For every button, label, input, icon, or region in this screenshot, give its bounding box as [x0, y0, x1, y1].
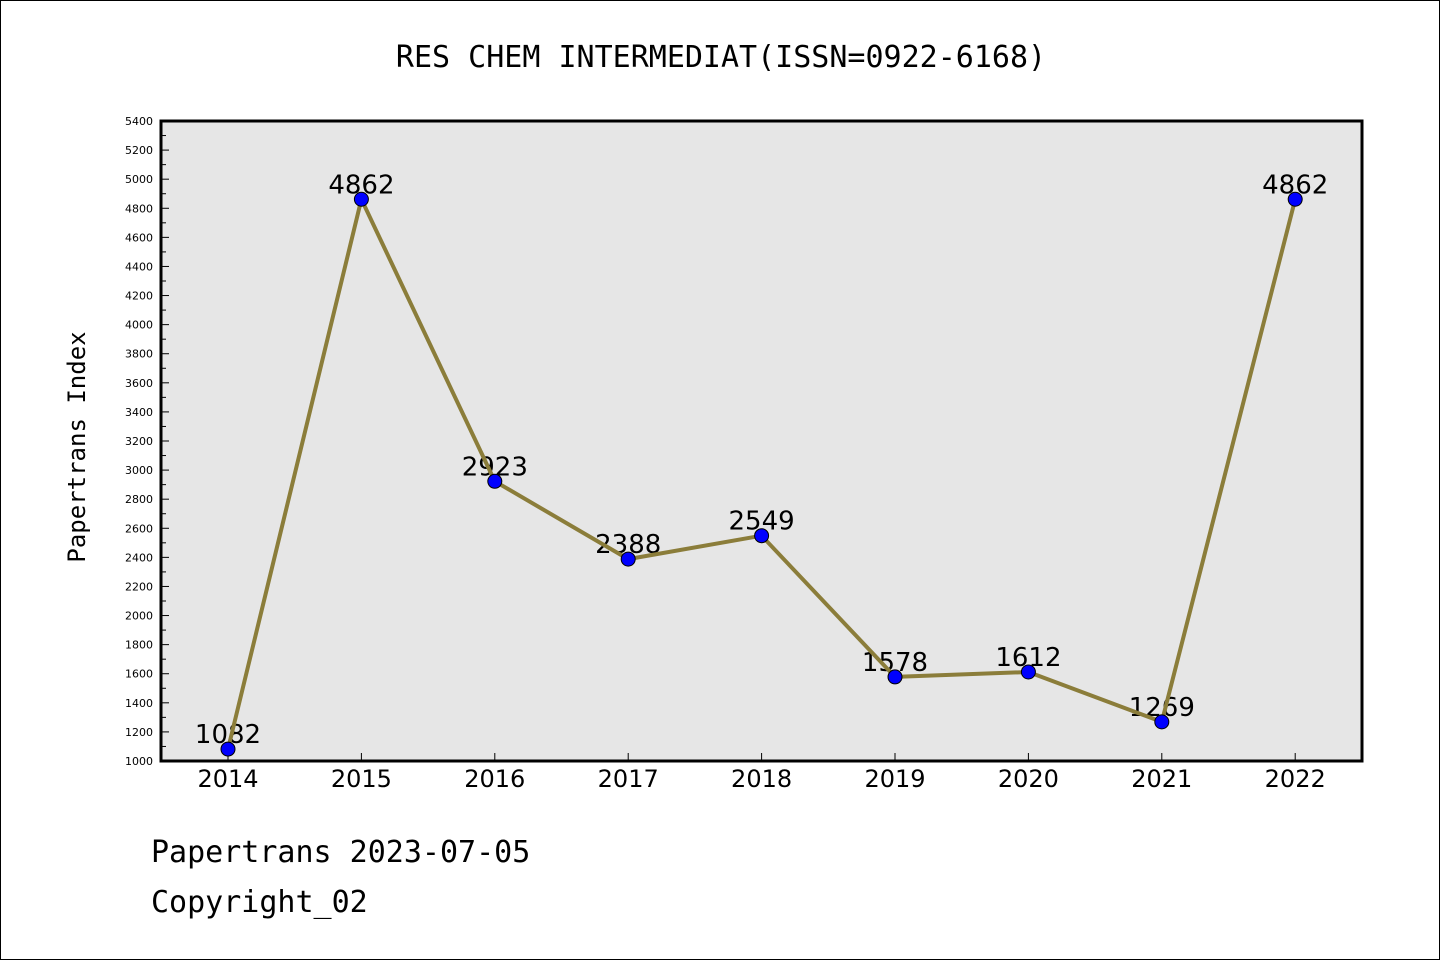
y-tick-label: 3600: [125, 377, 153, 390]
x-tick-label: 2014: [197, 765, 258, 793]
x-tick-label: 2018: [731, 765, 792, 793]
y-tick-label: 1800: [125, 639, 153, 652]
y-tick-label: 2800: [125, 493, 153, 506]
y-tick-label: 1600: [125, 668, 153, 681]
data-point: [1020, 664, 1036, 680]
y-tick-label: 3000: [125, 464, 153, 477]
y-tick-label: 5000: [125, 173, 153, 186]
x-tick-label: 2021: [1131, 765, 1192, 793]
data-point: [1154, 714, 1170, 730]
data-point: [754, 528, 770, 544]
data-point: [1287, 191, 1303, 207]
y-tick-label: 3800: [125, 348, 153, 361]
y-tick-label: 4000: [125, 319, 153, 332]
x-axis-ticks: 2014 2015 2016 2017 2018 2019 2020 2021 2022: [197, 753, 1326, 793]
y-tick-label: 5200: [125, 144, 153, 157]
footer-date-line: Papertrans 2023-07-05: [151, 835, 531, 870]
y-tick-label: 2200: [125, 580, 153, 593]
y-tick-label: 4400: [125, 260, 153, 273]
x-tick-label: 2022: [1265, 765, 1326, 793]
y-axis-label: Papertrans Index: [63, 331, 91, 562]
footer-copyright-line: Copyright_02: [151, 885, 368, 920]
chart-title: RES CHEM INTERMEDIAT(ISSN=0922-6168): [396, 40, 1046, 75]
plot-area: [159, 119, 1364, 763]
data-point: [620, 551, 636, 567]
y-tick-label: 2600: [125, 522, 153, 535]
x-tick-label: 2015: [331, 765, 392, 793]
x-tick-label: 2017: [598, 765, 659, 793]
y-tick-label: 5400: [125, 115, 153, 128]
y-tick-label: 3400: [125, 406, 153, 419]
y-tick-label: 1200: [125, 726, 153, 739]
data-point: [353, 191, 369, 207]
y-tick-label: 1000: [125, 755, 153, 768]
y-axis-ticks: 1000 1200 1400 1600 1800 2000 2200 2400 2600 2800…: [125, 115, 169, 768]
y-tick-label: 2400: [125, 551, 153, 564]
series-layer: [220, 191, 1303, 757]
y-tick-label: 1400: [125, 697, 153, 710]
data-point: [220, 741, 236, 757]
y-tick-label: 4800: [125, 202, 153, 215]
data-point: [887, 669, 903, 685]
y-tick-label: 2000: [125, 610, 153, 623]
x-tick-label: 2020: [998, 765, 1059, 793]
x-tick-label: 2019: [864, 765, 925, 793]
y-tick-label: 4200: [125, 290, 153, 303]
y-tick-label: 3200: [125, 435, 153, 448]
data-point: [487, 473, 503, 489]
y-tick-label: 4600: [125, 231, 153, 244]
x-tick-label: 2016: [464, 765, 525, 793]
